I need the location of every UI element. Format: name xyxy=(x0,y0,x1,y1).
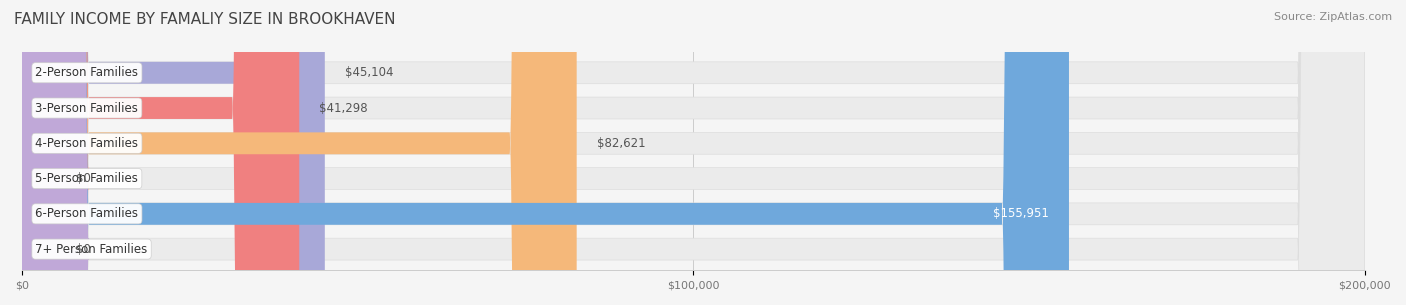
Text: 6-Person Families: 6-Person Families xyxy=(35,207,138,220)
Text: 7+ Person Families: 7+ Person Families xyxy=(35,242,148,256)
Text: $0: $0 xyxy=(76,242,90,256)
FancyBboxPatch shape xyxy=(22,0,325,305)
Text: FAMILY INCOME BY FAMALIY SIZE IN BROOKHAVEN: FAMILY INCOME BY FAMALIY SIZE IN BROOKHA… xyxy=(14,12,395,27)
FancyBboxPatch shape xyxy=(0,0,89,305)
Text: 4-Person Families: 4-Person Families xyxy=(35,137,138,150)
Text: $41,298: $41,298 xyxy=(319,102,368,115)
FancyBboxPatch shape xyxy=(22,0,1069,305)
FancyBboxPatch shape xyxy=(22,0,1365,305)
FancyBboxPatch shape xyxy=(22,0,576,305)
Text: Source: ZipAtlas.com: Source: ZipAtlas.com xyxy=(1274,12,1392,22)
FancyBboxPatch shape xyxy=(22,0,1365,305)
FancyBboxPatch shape xyxy=(22,0,1365,305)
FancyBboxPatch shape xyxy=(22,0,299,305)
FancyBboxPatch shape xyxy=(22,0,1365,305)
Text: $45,104: $45,104 xyxy=(344,66,394,79)
Text: $155,951: $155,951 xyxy=(993,207,1049,220)
Text: $82,621: $82,621 xyxy=(596,137,645,150)
Text: 2-Person Families: 2-Person Families xyxy=(35,66,138,79)
Text: 5-Person Families: 5-Person Families xyxy=(35,172,138,185)
Text: $0: $0 xyxy=(76,172,90,185)
FancyBboxPatch shape xyxy=(22,0,1365,305)
FancyBboxPatch shape xyxy=(22,0,1365,305)
Text: 3-Person Families: 3-Person Families xyxy=(35,102,138,115)
FancyBboxPatch shape xyxy=(0,0,89,305)
